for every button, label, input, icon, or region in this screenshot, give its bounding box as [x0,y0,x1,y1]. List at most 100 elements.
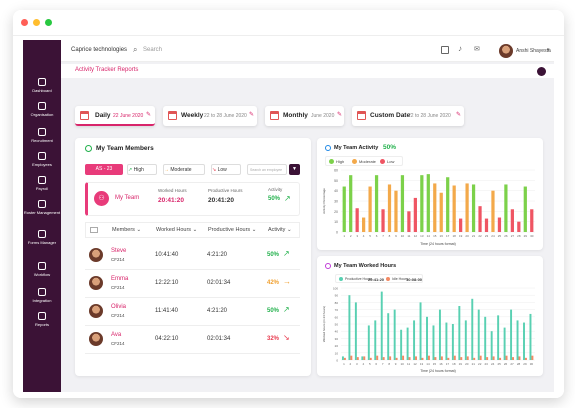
bar [465,183,469,232]
x-tick-label: 29 [524,234,528,238]
bar [368,186,372,232]
bar [518,356,521,360]
table-row[interactable]: Olivia CF214 11:41:40 4:21:20 50% ↗ [85,298,300,326]
bar [376,355,379,360]
table-row[interactable]: Ava CF214 04:22:10 02:01:34 32% ↘ [85,326,300,354]
x-tick-label: 13 [420,362,424,366]
range-badge[interactable]: AS - 23 [85,164,123,175]
bar [369,357,372,360]
calendar-icon[interactable] [441,46,449,54]
trend-moderate-icon: → [283,277,291,286]
table-row[interactable]: Emma CF214 12:22:10 02:01:34 42% → [85,270,300,298]
tab-daily[interactable]: Daily 22 June 2020 ✎ [75,106,155,126]
maximize-dot[interactable] [45,19,52,26]
bar [486,357,489,360]
edit-icon[interactable]: ✎ [249,112,255,118]
filter-icon[interactable]: ▼ [289,164,300,175]
y-tick-label: 60 [335,315,339,319]
bar [492,356,495,360]
tab-custom-date[interactable]: Custom Date 22 to 28 June 2020 ✎ [352,106,464,126]
edit-icon[interactable]: ✎ [337,112,343,118]
bar [395,357,398,360]
sidebar-item-organisation[interactable]: Organisation [23,102,61,117]
x-axis-label: Time (24 hours format) [420,369,455,373]
x-tick-label: 20 [465,362,469,366]
sidebar-item-recruitment[interactable]: Recruitment [23,128,61,143]
x-tick-label: 9 [395,234,397,238]
bar [523,322,525,360]
activity-value: 50% [383,144,397,151]
form-icon [38,230,46,238]
chat-icon[interactable]: ✉ [474,46,480,53]
bar [452,185,456,232]
x-tick-label: 14 [426,362,430,366]
tab-weekly[interactable]: Weekly 22 to 28 June 2020 ✎ [163,106,257,126]
x-tick-label: 30 [530,234,534,238]
member-code: CF214 [111,313,125,318]
bar [342,186,346,232]
sidebar-item-forms[interactable]: Forms Manager [23,230,61,245]
sidebar-item-payroll[interactable]: Payroll [23,176,61,191]
sidebar-item-reports[interactable]: Reports [23,312,61,327]
table-row[interactable]: Steve CF214 10:41:40 4:21:20 50% ↗ [85,242,300,270]
x-tick-label: 23 [485,362,489,366]
sidebar-item-integration[interactable]: Integration [23,288,61,303]
search-input[interactable]: Search [143,47,163,53]
x-tick-label: 18 [452,234,456,238]
minimize-dot[interactable] [33,19,40,26]
bar [477,309,480,360]
edit-icon[interactable]: ✎ [146,112,152,118]
bar [419,302,422,360]
select-all-checkbox[interactable] [90,227,98,233]
user-name[interactable]: Anshi Shayesta [516,48,551,54]
sidebar-item-roster[interactable]: Roster Management [23,200,61,215]
col-worked[interactable]: Worked Hours ⌄ [156,227,198,233]
sidebar-item-employees[interactable]: Employees [23,152,61,167]
tab-monthly[interactable]: Monthly June 2020 ✎ [265,106,344,126]
table-header: Members ⌄ Worked Hours ⌄ Productive Hour… [85,222,300,238]
page-title: Activity Tracker Reports [75,67,139,73]
y-tick-label: 40 [334,189,338,193]
employee-search-input[interactable]: Search an employee [247,164,287,175]
bar [434,357,437,360]
y-tick-label: 30 [334,200,338,204]
chart-legend: High Moderate Low [325,156,403,166]
app-window: Dashboard Organisation Recruitment Emplo… [13,10,564,398]
bar [348,295,351,360]
x-tick-label: 17 [446,234,450,238]
settings-icon[interactable] [537,67,546,76]
member-name[interactable]: Steve [111,248,127,254]
bar [464,320,467,360]
x-tick-label: 30 [530,362,534,366]
member-name[interactable]: Emma [111,276,129,282]
bar [426,316,428,360]
col-members[interactable]: Members ⌄ [112,227,142,233]
edit-icon[interactable]: ✎ [456,112,462,118]
bar [478,206,482,232]
bar [415,356,417,360]
member-name[interactable]: Olivia [111,304,127,310]
trend-up-icon: ↗ [128,167,133,173]
filter-high[interactable]: ↗ High [127,164,157,175]
x-tick-label: 10 [401,234,405,238]
chevron-down-icon[interactable]: ▾ [547,47,550,53]
col-activity[interactable]: Activity ⌄ [268,227,292,233]
close-dot[interactable] [21,19,28,26]
sidebar-item-dashboard[interactable]: Dashboard [23,78,61,93]
user-avatar[interactable] [499,44,513,58]
search-icon[interactable]: ⌕ [133,45,138,54]
x-tick-label: 25 [497,362,501,366]
x-tick-label: 16 [439,362,443,366]
company-name: Caprice technologies [71,47,128,53]
legend-swatch [329,159,334,164]
bell-icon[interactable]: ♪ [458,44,462,53]
bar [400,329,403,360]
sidebar-item-workflow[interactable]: Workflow [23,262,61,277]
filter-moderate[interactable]: → Moderate [163,164,205,175]
bar [374,320,377,360]
users-icon [38,152,46,160]
filter-low[interactable]: ↘ Low [211,164,241,175]
member-name[interactable]: Ava [111,332,122,338]
col-productive[interactable]: Productive Hours ⌄ [208,227,257,233]
